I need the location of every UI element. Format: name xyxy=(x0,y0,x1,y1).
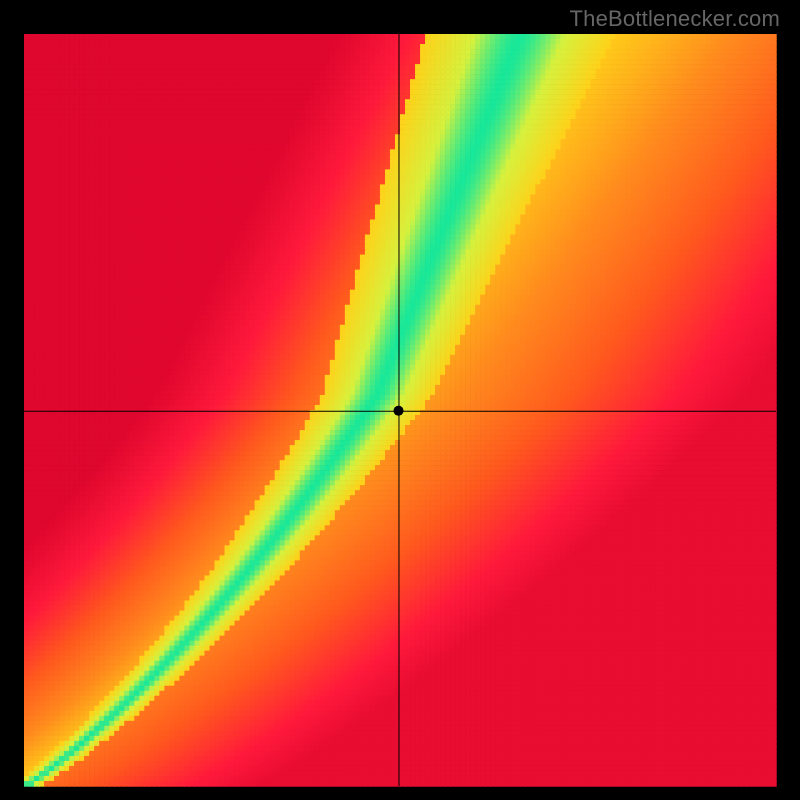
bottleneck-heatmap xyxy=(0,0,800,800)
chart-container: TheBottlenecker.com xyxy=(0,0,800,800)
watermark-text: TheBottlenecker.com xyxy=(570,6,780,32)
